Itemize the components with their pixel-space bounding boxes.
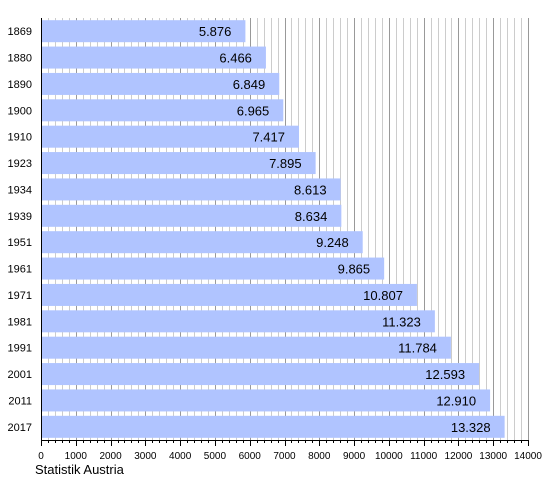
x-tick-label: 0 bbox=[38, 451, 44, 462]
bar-1869 bbox=[41, 20, 246, 43]
x-tick-label: 2000 bbox=[99, 451, 122, 462]
value-label-1991: 11.784 bbox=[398, 341, 437, 356]
bar-2001 bbox=[41, 363, 480, 386]
category-label-1971: 1971 bbox=[8, 290, 32, 302]
x-tick-label: 8000 bbox=[308, 451, 331, 462]
category-label-1880: 1880 bbox=[8, 53, 32, 65]
value-label-2017: 13.328 bbox=[451, 420, 491, 435]
x-tick-label: 12000 bbox=[445, 451, 473, 462]
category-label-2001: 2001 bbox=[8, 369, 32, 381]
bar-1923 bbox=[41, 152, 316, 175]
bar-1951 bbox=[41, 231, 363, 254]
category-label-1934: 1934 bbox=[8, 184, 32, 196]
value-label-1961: 9.865 bbox=[338, 262, 371, 277]
category-label-1869: 1869 bbox=[8, 26, 32, 38]
category-label-1900: 1900 bbox=[8, 105, 32, 117]
x-tick-label: 5000 bbox=[204, 451, 227, 462]
bar-1991 bbox=[41, 336, 451, 359]
value-label-1910: 7.417 bbox=[252, 130, 285, 145]
value-label-1869: 5.876 bbox=[199, 24, 232, 39]
x-axis-ticks bbox=[41, 440, 529, 446]
category-label-1939: 1939 bbox=[8, 211, 32, 223]
bar-1934 bbox=[41, 178, 341, 201]
value-label-1951: 9.248 bbox=[316, 235, 349, 250]
bar-1981 bbox=[41, 310, 435, 333]
x-tick-label: 14000 bbox=[514, 451, 542, 462]
value-label-1900: 6.965 bbox=[237, 103, 270, 118]
category-label-1923: 1923 bbox=[8, 158, 32, 170]
bar-1890 bbox=[41, 72, 280, 95]
category-label-1890: 1890 bbox=[8, 79, 32, 91]
axes bbox=[41, 18, 528, 441]
x-tick-label: 7000 bbox=[273, 451, 296, 462]
category-label-2011: 2011 bbox=[8, 395, 32, 407]
category-label-2017: 2017 bbox=[8, 422, 32, 434]
category-labels: 1869 1880 1890 1900 1910 1923 1934 1939 1951 1961… bbox=[8, 26, 32, 434]
bar-1880 bbox=[41, 46, 266, 69]
bar-2017 bbox=[41, 415, 505, 438]
x-tick-label: 6000 bbox=[239, 451, 262, 462]
bar-1910 bbox=[41, 125, 300, 148]
value-label-1934: 8.613 bbox=[294, 182, 327, 197]
value-label-1880: 6.466 bbox=[219, 51, 252, 66]
x-tick-label: 9000 bbox=[343, 451, 366, 462]
x-tick-label: 13000 bbox=[479, 451, 507, 462]
x-tick-label: 3000 bbox=[134, 451, 157, 462]
bar-2011 bbox=[41, 389, 491, 412]
category-label-1951: 1951 bbox=[8, 237, 32, 249]
source-label: Statistik Austria bbox=[35, 462, 124, 477]
value-label-2001: 12.593 bbox=[425, 367, 465, 382]
bar-1900 bbox=[41, 99, 284, 122]
value-labels: 5.876 6.466 6.849 6.965 7.417 7.895 8.613 8.634… bbox=[199, 24, 491, 435]
value-label-1923: 7.895 bbox=[269, 156, 302, 171]
bar-1961 bbox=[41, 257, 385, 280]
x-tick-label: 11000 bbox=[410, 451, 438, 462]
category-label-1991: 1991 bbox=[8, 343, 32, 355]
category-label-1910: 1910 bbox=[8, 132, 32, 144]
category-label-1961: 1961 bbox=[8, 264, 32, 276]
x-tick-label: 10000 bbox=[375, 451, 403, 462]
bar-1971 bbox=[41, 283, 417, 306]
x-axis-tick-labels: 0 1000 2000 3000 4000 5000 6000 7000 8000 9000 100… bbox=[38, 451, 542, 462]
bars bbox=[41, 20, 505, 438]
value-label-1890: 6.849 bbox=[233, 77, 266, 92]
value-label-2011: 12.910 bbox=[436, 393, 476, 408]
bar-1939 bbox=[41, 204, 342, 227]
category-label-1981: 1981 bbox=[8, 316, 32, 328]
value-label-1971: 10.807 bbox=[363, 288, 403, 303]
x-tick-label: 4000 bbox=[169, 451, 192, 462]
x-tick-label: 1000 bbox=[65, 451, 88, 462]
value-label-1981: 11.323 bbox=[382, 314, 421, 329]
value-label-1939: 8.634 bbox=[295, 209, 328, 224]
